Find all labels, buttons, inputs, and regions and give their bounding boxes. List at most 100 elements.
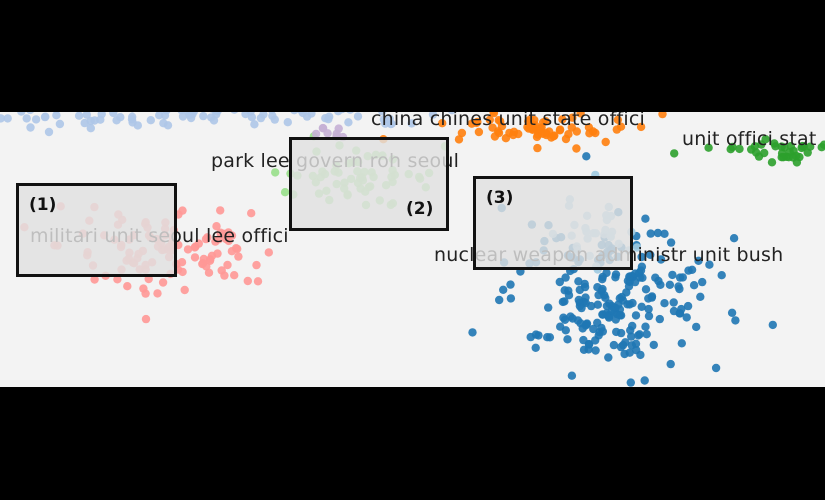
point-nuclear — [682, 313, 691, 322]
point-unit-offici — [770, 139, 779, 148]
point-militari — [252, 260, 261, 270]
point-militari — [223, 260, 232, 270]
point-top-cluster — [55, 119, 65, 129]
highlight-tag-2: (2) — [406, 199, 434, 219]
point-top-cluster — [146, 116, 155, 125]
point-top-cluster — [290, 112, 299, 115]
point-china — [558, 115, 567, 124]
point-top-cluster — [212, 112, 221, 115]
point-militari — [214, 235, 223, 244]
point-nuclear — [628, 321, 637, 331]
point-nuclear — [574, 295, 583, 305]
cluster-label-china: china chines unit state offici — [371, 112, 645, 130]
point-nuclear — [580, 282, 590, 292]
point-nuclear — [651, 273, 660, 282]
point-nuclear — [623, 300, 632, 309]
point-militari — [198, 259, 208, 268]
point-nuclear-light — [632, 243, 642, 252]
point-nuclear — [768, 320, 777, 330]
point-militari — [141, 314, 151, 324]
point-militari — [212, 222, 221, 231]
point-unit-offici — [760, 148, 769, 158]
point-unit-offici — [750, 142, 760, 151]
point-nuclear — [568, 314, 577, 323]
point-militari — [222, 235, 231, 244]
point-china — [467, 119, 476, 128]
point-nuclear — [683, 301, 693, 311]
point-nuclear — [631, 339, 641, 348]
point-unit-offici — [806, 142, 815, 151]
point-nuclear — [609, 340, 619, 350]
point-militari — [201, 234, 211, 244]
point-militari — [234, 252, 243, 261]
point-nuclear — [696, 292, 705, 301]
point-nuclear — [591, 346, 600, 355]
point-nuclear — [577, 303, 586, 313]
cluster-label-unit-offici: unit offici stat — [682, 128, 817, 150]
point-top-cluster — [307, 112, 316, 118]
point-nuclear — [689, 281, 699, 290]
point-china — [454, 135, 464, 144]
point-top-cluster — [0, 114, 5, 123]
point-park-lee — [280, 188, 290, 197]
point-nuclear — [727, 308, 737, 317]
point-militari — [180, 285, 189, 295]
point-top-cluster — [155, 112, 164, 120]
point-nuclear — [582, 320, 591, 329]
point-militari — [194, 239, 203, 248]
point-nuclear — [675, 284, 684, 294]
point-china — [658, 112, 667, 119]
point-nuclear — [587, 301, 596, 311]
point-unit-offici — [735, 144, 744, 154]
point-unit-offici — [789, 153, 798, 162]
point-nuclear — [660, 299, 669, 308]
point-top-cluster — [26, 123, 35, 132]
point-top-cluster — [41, 112, 50, 121]
point-nuclear — [731, 316, 740, 325]
point-nuclear — [694, 256, 703, 265]
point-nuclear — [593, 300, 602, 309]
point-top-cluster — [127, 115, 137, 124]
point-top-cluster — [3, 114, 12, 123]
point-top-cluster — [18, 112, 25, 114]
point-china — [533, 143, 542, 153]
point-militari — [178, 267, 187, 277]
point-nuclear — [641, 285, 651, 294]
point-nuclear — [604, 353, 613, 362]
point-nuclear — [644, 311, 654, 321]
point-unit-offici — [761, 135, 770, 144]
point-nuclear — [598, 275, 607, 284]
point-nuclear — [637, 302, 646, 311]
point-nuclear — [543, 333, 552, 342]
point-china — [568, 113, 577, 122]
point-top-cluster — [298, 112, 307, 118]
point-china — [474, 127, 484, 137]
point-nuclear — [531, 330, 541, 339]
point-militari — [90, 275, 99, 284]
point-china — [528, 125, 537, 134]
point-nuclear — [649, 340, 658, 350]
point-top-cluster — [112, 116, 121, 125]
point-nuclear — [611, 273, 620, 282]
point-top-cluster — [250, 120, 259, 129]
point-militari — [227, 247, 237, 256]
point-china — [536, 124, 545, 133]
point-nuclear — [668, 270, 677, 280]
point-militari — [183, 245, 193, 254]
point-militari — [213, 249, 222, 258]
point-nuclear — [656, 280, 665, 289]
point-nuclear — [563, 335, 572, 344]
point-nuclear — [626, 378, 635, 387]
point-china — [489, 112, 498, 116]
point-nuclear — [641, 322, 650, 331]
point-unit-offici — [670, 149, 679, 158]
point-militari — [224, 228, 233, 237]
point-china — [438, 119, 447, 128]
point-top-cluster — [86, 124, 96, 133]
point-nuclear — [617, 292, 626, 302]
point-nuclear — [711, 363, 721, 373]
point-china — [509, 130, 518, 140]
point-nuclear — [635, 330, 644, 339]
point-nuclear — [544, 303, 553, 312]
point-china — [584, 123, 594, 132]
